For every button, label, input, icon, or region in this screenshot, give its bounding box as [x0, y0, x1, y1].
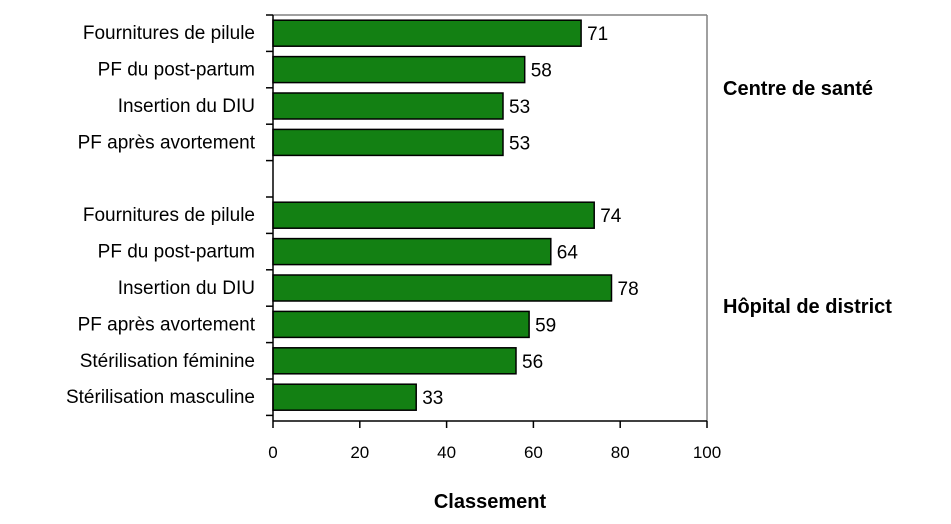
bar: [272, 201, 595, 229]
value-label: 78: [618, 279, 639, 300]
category-label: Stérilisation féminine: [80, 351, 255, 372]
x-axis-title: Classement: [434, 491, 547, 513]
group-label: Centre de santé: [723, 78, 873, 100]
value-label: 74: [600, 206, 622, 227]
x-tick-label: 40: [437, 443, 456, 462]
x-tick-label: 60: [524, 443, 543, 462]
bar: [272, 383, 417, 411]
value-label: 56: [522, 352, 543, 373]
category-label: PF du post-partum: [98, 60, 255, 81]
category-label: PF après avortement: [78, 314, 256, 335]
value-label: 53: [509, 97, 530, 118]
category-label: Insertion du DIU: [118, 278, 255, 299]
value-label: 64: [557, 243, 579, 264]
bar: [272, 92, 504, 120]
category-label: Insertion du DIU: [118, 96, 255, 117]
value-label: 59: [535, 315, 556, 336]
x-tick-label: 0: [268, 443, 277, 462]
x-tick-label: 80: [611, 443, 630, 462]
group-label: Hôpital de district: [723, 296, 892, 318]
x-tick-label: 20: [350, 443, 369, 462]
bar: [272, 19, 582, 47]
bar: [272, 310, 530, 339]
category-label: PF après avortement: [78, 132, 256, 153]
value-label: 33: [422, 388, 443, 409]
category-label: Stérilisation masculine: [66, 387, 255, 408]
bar: [272, 347, 517, 375]
x-tick-label: 100: [693, 443, 721, 462]
value-label: 58: [531, 61, 552, 82]
bar: [272, 55, 526, 84]
category-label: Fournitures de pilule: [83, 205, 255, 226]
category-label: Fournitures de pilule: [83, 23, 255, 44]
bar: [272, 274, 613, 302]
category-label: PF du post-partum: [98, 242, 255, 263]
bar: [272, 237, 552, 266]
value-label: 53: [509, 133, 530, 154]
value-label: 71: [587, 24, 608, 45]
bar: [272, 128, 504, 157]
